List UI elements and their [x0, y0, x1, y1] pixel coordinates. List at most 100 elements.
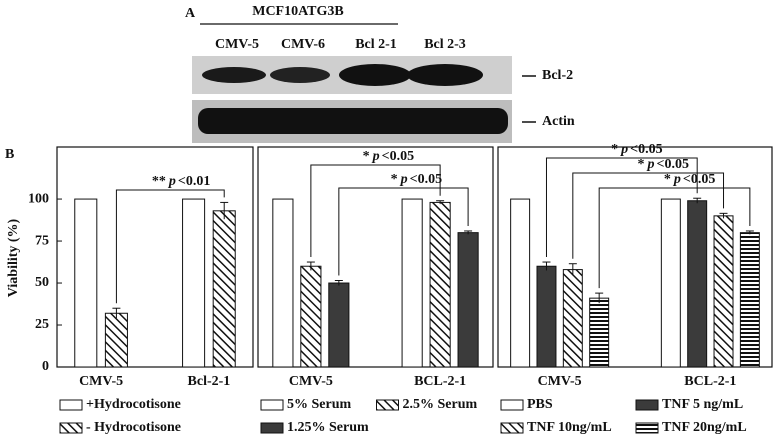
legend-label: 2.5% Serum [403, 397, 478, 412]
significance-bracket [598, 187, 751, 289]
bar [272, 198, 294, 368]
significance-symbol: p [673, 172, 681, 187]
legend-label: PBS [527, 397, 553, 412]
lane-label: Bcl 2-3 [424, 37, 466, 52]
x-tick-label: CMV-5 [289, 374, 333, 389]
significance-bracket [310, 164, 441, 258]
legend-label: +Hydrocotisone [86, 397, 181, 412]
legend-swatch [635, 422, 659, 434]
legend-label: 5% Serum [287, 397, 352, 412]
x-tick-label: CMV-5 [538, 374, 582, 389]
significance-threshold: <0.05 [630, 142, 662, 157]
error-bar [464, 230, 473, 235]
y-tick-label: 75 [35, 233, 49, 248]
bar [589, 297, 610, 368]
error-bar [745, 230, 754, 235]
significance-stars: ** [152, 174, 166, 189]
significance-label: * p <0.05 [611, 142, 662, 157]
error-bar [568, 263, 577, 276]
bar [104, 312, 128, 368]
plot-frame [56, 146, 254, 368]
y-tick-label: 25 [35, 317, 49, 332]
significance-symbol: p [400, 172, 408, 187]
bar [536, 265, 557, 368]
cell-line: MCF10ATG3B [252, 4, 344, 19]
significance-symbol: p [168, 174, 176, 189]
panel-label: B [5, 147, 14, 162]
error-bar [436, 200, 445, 205]
significance-threshold: <0.05 [382, 149, 414, 164]
legend-swatch [635, 399, 659, 411]
significance-bracket [545, 157, 698, 258]
x-tick-label: BCL-2-1 [684, 374, 736, 389]
x-tick-label: BCL-2-1 [414, 374, 466, 389]
legend-label: TNF 5 ng/mL [662, 397, 743, 412]
bar [739, 232, 760, 368]
x-tick-label: CMV-5 [79, 374, 123, 389]
blot-actin [192, 100, 512, 143]
bar [212, 210, 236, 368]
bar [328, 282, 350, 368]
legend-swatch [260, 422, 284, 434]
significance-label: * p <0.05 [391, 172, 442, 187]
significance-label: * p <0.05 [638, 157, 689, 172]
bar [457, 232, 479, 368]
bar [510, 198, 531, 368]
significance-stars: * [611, 142, 618, 157]
error-bar [542, 261, 551, 271]
y-tick-label: 50 [35, 275, 49, 290]
bar [660, 198, 681, 368]
error-bar [220, 201, 229, 220]
significance-stars: * [664, 172, 671, 187]
row-label: Bcl-2 [542, 68, 573, 83]
significance-label: * p <0.05 [363, 149, 414, 164]
significance-bracket [338, 187, 469, 276]
row-label: Actin [542, 114, 575, 129]
bar [713, 215, 734, 368]
lane-label: Bcl 2-1 [355, 37, 397, 52]
legend-swatch [59, 422, 83, 434]
plot-frame [257, 146, 494, 368]
legend-label: - Hydrocotisone [86, 420, 181, 435]
significance-bracket [572, 172, 725, 259]
significance-stars: * [363, 149, 370, 164]
error-bar [112, 307, 121, 319]
y-tick-label: 0 [42, 359, 49, 374]
bar [182, 198, 206, 368]
error-bar [595, 292, 604, 304]
significance-threshold: <0.05 [657, 157, 689, 172]
bar [562, 269, 583, 368]
legend-label: TNF 20ng/mL [662, 420, 747, 435]
y-tick-label: 100 [28, 191, 49, 206]
x-tick-label: Bcl-2-1 [188, 374, 231, 389]
bar [300, 265, 322, 368]
panel-label: A [185, 6, 196, 21]
error-bar [719, 212, 728, 219]
bar [429, 201, 451, 368]
legend-swatch [500, 422, 524, 434]
significance-stars: * [638, 157, 645, 172]
error-bar [334, 280, 343, 286]
y-axis-label: Viability (%) [6, 218, 21, 297]
bar [687, 200, 708, 368]
bar [74, 198, 98, 368]
significance-symbol: p [647, 157, 655, 172]
significance-symbol: p [620, 142, 628, 157]
lane-label: CMV-6 [281, 37, 325, 52]
legend-swatch [500, 399, 524, 411]
legend-label: TNF 10ng/mL [527, 420, 612, 435]
blot-bcl2 [192, 56, 512, 94]
legend-swatch [260, 399, 284, 411]
significance-threshold: <0.05 [683, 172, 715, 187]
legend-label: 1.25% Serum [287, 420, 369, 435]
significance-label: ** p <0.01 [152, 174, 210, 189]
legend-swatch [59, 399, 83, 411]
significance-threshold: <0.05 [410, 172, 442, 187]
significance-symbol: p [372, 149, 380, 164]
plot-frame [497, 146, 773, 368]
bar [401, 198, 423, 368]
significance-threshold: <0.01 [178, 174, 210, 189]
significance-bracket [115, 189, 225, 304]
